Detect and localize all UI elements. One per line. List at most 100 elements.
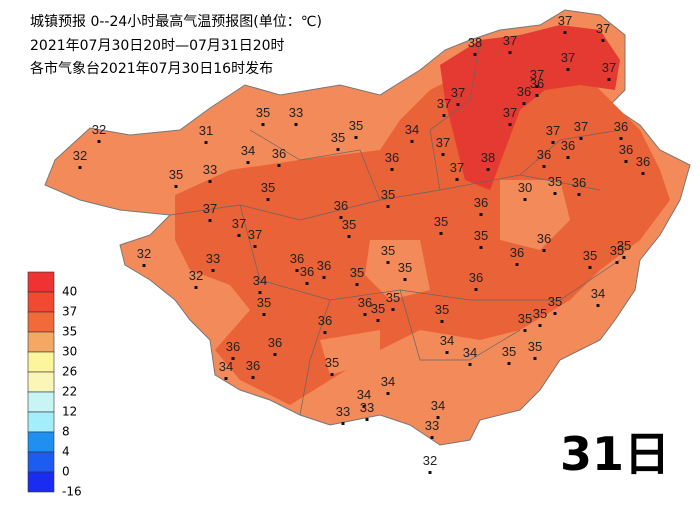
legend-swatch xyxy=(27,271,55,293)
station-dot xyxy=(445,351,449,354)
station-temp: 37 xyxy=(558,13,572,28)
station-dot xyxy=(515,263,519,266)
station-temp: 35 xyxy=(617,238,631,253)
station-temp: 35 xyxy=(548,174,562,189)
station-temp: 36 xyxy=(318,313,332,328)
legend-label: 22 xyxy=(62,385,77,399)
station-temp: 36 xyxy=(358,295,372,310)
station-dot xyxy=(365,418,369,421)
station-dot xyxy=(579,137,583,140)
station-temp: 37 xyxy=(248,227,262,242)
station-temp: 34 xyxy=(463,345,477,360)
station-temp: 34 xyxy=(241,143,255,158)
station-dot xyxy=(624,160,628,163)
station-dot xyxy=(323,331,327,334)
station-dot xyxy=(479,213,483,216)
station-dot xyxy=(266,198,270,201)
station-dot xyxy=(251,376,255,379)
station-temp: 35 xyxy=(398,260,412,275)
station-temp: 34 xyxy=(431,398,445,413)
station-dot xyxy=(339,216,343,219)
legend-swatch xyxy=(27,331,55,353)
station-temp: 38 xyxy=(468,35,482,50)
station-temp: 35 xyxy=(381,243,395,258)
station-temp: 36 xyxy=(614,119,628,134)
station-temp: 35 xyxy=(518,311,532,326)
station-dot xyxy=(208,180,212,183)
legend-swatch xyxy=(27,451,55,473)
station-temp: 35 xyxy=(502,344,516,359)
station-temp: 32 xyxy=(189,268,203,283)
station-dot xyxy=(204,141,208,144)
station-dot xyxy=(261,123,265,126)
station-temp: 35 xyxy=(325,355,339,370)
station-dot xyxy=(523,198,527,201)
station-dot xyxy=(386,261,390,264)
station-dot xyxy=(619,137,623,140)
station-temp: 34 xyxy=(357,387,371,402)
station-temp: 37 xyxy=(574,119,588,134)
station-dot xyxy=(208,219,212,222)
station-dot xyxy=(535,85,539,88)
region-35-37 xyxy=(175,60,670,405)
title: 城镇预报 0--24小时最高气温预报图(单位：℃) xyxy=(30,13,322,30)
day-label: 31日 xyxy=(560,427,670,481)
station-dot xyxy=(440,320,444,323)
station-dot xyxy=(294,123,298,126)
station-dot xyxy=(354,136,358,139)
station-temp: 37 xyxy=(451,85,465,100)
station-temp: 37 xyxy=(503,105,517,120)
station-dot xyxy=(246,161,250,164)
station-temp: 35 xyxy=(261,180,275,195)
station-temp: 35 xyxy=(610,243,624,258)
station-temp: 35 xyxy=(386,290,400,305)
station-dot xyxy=(542,249,546,252)
station-dot xyxy=(479,246,483,249)
station-dot xyxy=(97,140,101,143)
legend-label: -16 xyxy=(62,485,82,499)
region-lighter xyxy=(320,180,570,375)
station-dot xyxy=(347,235,351,238)
station-dot xyxy=(542,165,546,168)
station-dot xyxy=(391,308,395,311)
station-temp: 36 xyxy=(510,245,524,260)
legend-label: 26 xyxy=(62,365,77,379)
station-dot xyxy=(508,51,512,54)
station-temp: 36 xyxy=(537,231,551,246)
station-dot xyxy=(601,39,605,42)
station-dot xyxy=(273,353,277,356)
station-temp: 36 xyxy=(226,339,240,354)
station-dot xyxy=(322,276,326,279)
station-dot xyxy=(386,392,390,395)
station-temp: 35 xyxy=(528,339,542,354)
station-dot xyxy=(441,153,445,156)
station-temp: 36 xyxy=(246,358,260,373)
station-dot xyxy=(174,185,178,188)
station-temp: 36 xyxy=(530,76,544,91)
station-dot xyxy=(295,269,299,272)
station-temp: 31 xyxy=(199,123,213,138)
station-temp: 36 xyxy=(272,146,286,161)
station-temp: 35 xyxy=(256,105,270,120)
station-dot xyxy=(522,102,526,105)
station-dot xyxy=(474,288,478,291)
station-temp: 33 xyxy=(425,418,439,433)
station-temp: 37 xyxy=(503,33,517,48)
station-dot xyxy=(507,362,511,365)
legend-label: 12 xyxy=(62,405,77,419)
station-temp: 36 xyxy=(619,142,633,157)
station-dot xyxy=(362,405,366,408)
station-temp: 35 xyxy=(342,217,356,232)
station-temp: 37 xyxy=(561,50,575,65)
station-temp: 34 xyxy=(219,359,233,374)
station-dot xyxy=(253,245,257,248)
station-temp: 30 xyxy=(518,180,532,195)
station-dot xyxy=(336,148,340,151)
station-temp: 36 xyxy=(317,258,331,273)
station-temp: 36 xyxy=(290,251,304,266)
station-temp: 36 xyxy=(385,150,399,165)
legend-label: 4 xyxy=(62,445,70,459)
boundary-lines xyxy=(169,39,621,416)
station-temp: 37 xyxy=(530,67,544,82)
